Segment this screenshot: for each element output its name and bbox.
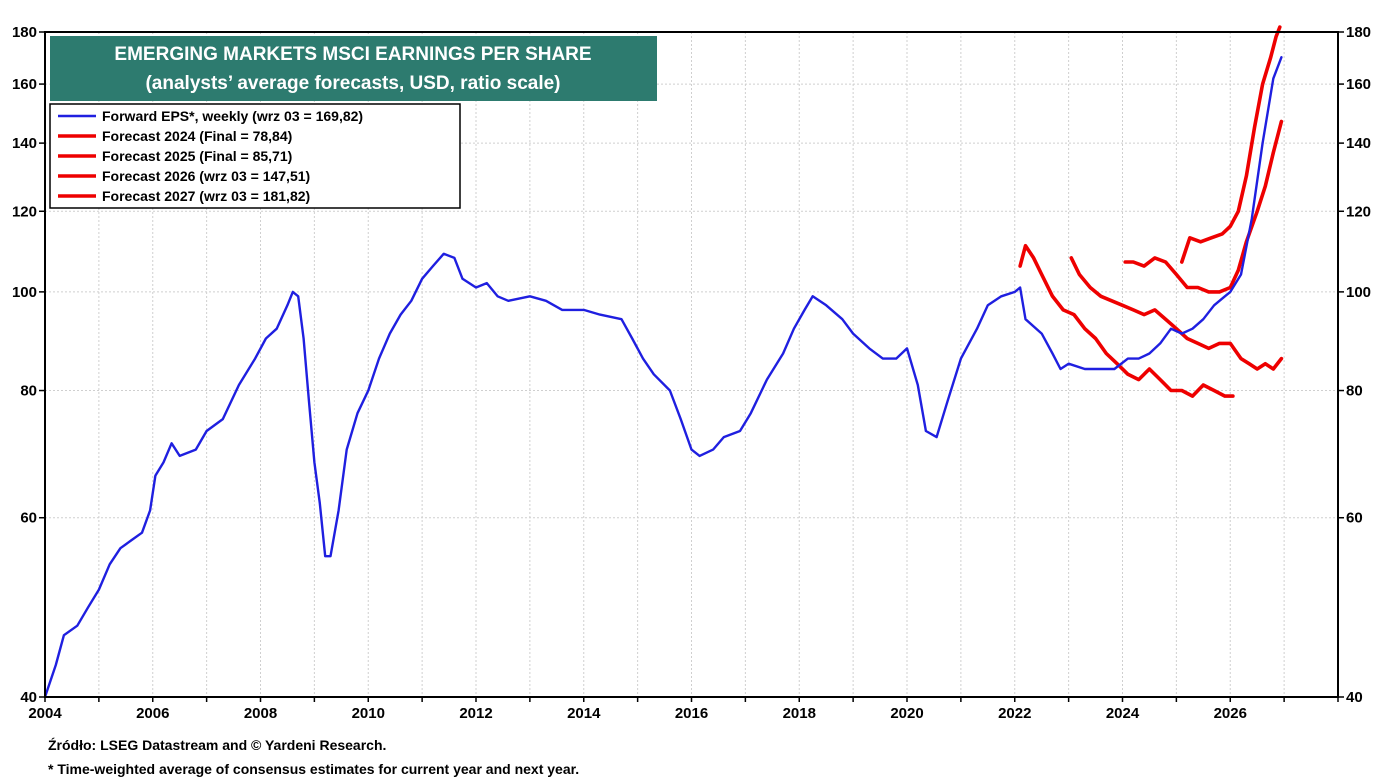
x-tick-label: 2022 [998, 705, 1031, 722]
y-tick-label-right: 40 [1346, 689, 1363, 706]
source-note: Źródło: LSEG Datastream and © Yardeni Re… [48, 737, 387, 753]
legend-label: Forecast 2026 (wrz 03 = 147,51) [102, 168, 310, 184]
forward-eps-line [43, 56, 1283, 699]
x-tick-label: 2026 [1214, 705, 1247, 722]
x-tick-label: 2012 [459, 705, 492, 722]
chart-subtitle: (analysts’ average forecasts, USD, ratio… [145, 73, 560, 94]
eps-chart: 40 40 60 60 80 80 100 100 120 120 140 140 160 160 180 1… [12, 24, 1371, 722]
legend-box [49, 103, 461, 209]
legend-label: Forecast 2024 (Final = 78,84) [102, 128, 292, 144]
chart-series [43, 25, 1284, 699]
footnote-definition: * Time-weighted average of consensus est… [48, 761, 580, 777]
chart-title-box: EMERGING MARKETS MSCI EARNINGS PER SHARE… [50, 36, 657, 101]
y-tick-label-left: 100 [12, 284, 37, 301]
x-tick-label: 2010 [352, 705, 385, 722]
y-tick-label-left: 60 [20, 510, 37, 527]
forecast-line-1 [1018, 243, 1235, 398]
x-tick-label: 2016 [675, 705, 708, 722]
chart-legend: Forward EPS*, weekly (wrz 03 = 169,82) Fo… [49, 103, 461, 209]
x-tick-label: 2004 [28, 705, 62, 722]
axis-ticks: 40 40 60 60 80 80 100 100 120 120 140 140 160 160 180 1… [12, 24, 1371, 722]
legend-label: Forecast 2027 (wrz 03 = 181,82) [102, 188, 310, 204]
y-tick-label-right: 180 [1346, 24, 1371, 41]
x-tick-label: 2024 [1106, 705, 1140, 722]
y-tick-label-right: 140 [1346, 135, 1371, 152]
y-tick-label-right: 100 [1346, 284, 1371, 301]
y-tick-label-left: 120 [12, 203, 37, 220]
y-tick-label-right: 60 [1346, 510, 1363, 527]
y-tick-label-left: 180 [12, 24, 37, 41]
y-tick-label-right: 80 [1346, 383, 1363, 400]
x-tick-label: 2020 [890, 705, 923, 722]
x-tick-label: 2018 [783, 705, 816, 722]
chart-title: EMERGING MARKETS MSCI EARNINGS PER SHARE [114, 44, 591, 65]
y-tick-label-left: 40 [20, 689, 37, 706]
x-tick-label: 2006 [136, 705, 169, 722]
legend-label: Forward EPS*, weekly (wrz 03 = 169,82) [102, 108, 363, 124]
y-tick-label-left: 80 [20, 383, 37, 400]
y-tick-label-right: 160 [1346, 76, 1371, 93]
y-tick-label-right: 120 [1346, 203, 1371, 220]
x-tick-label: 2008 [244, 705, 277, 722]
title-background [50, 36, 657, 101]
y-tick-label-left: 140 [12, 135, 37, 152]
forecast-line-3 [1123, 119, 1284, 294]
y-tick-label-left: 160 [12, 76, 37, 93]
x-tick-label: 2014 [567, 705, 601, 722]
forecast-line-4 [1180, 25, 1282, 264]
legend-label: Forecast 2025 (Final = 85,71) [102, 148, 292, 164]
